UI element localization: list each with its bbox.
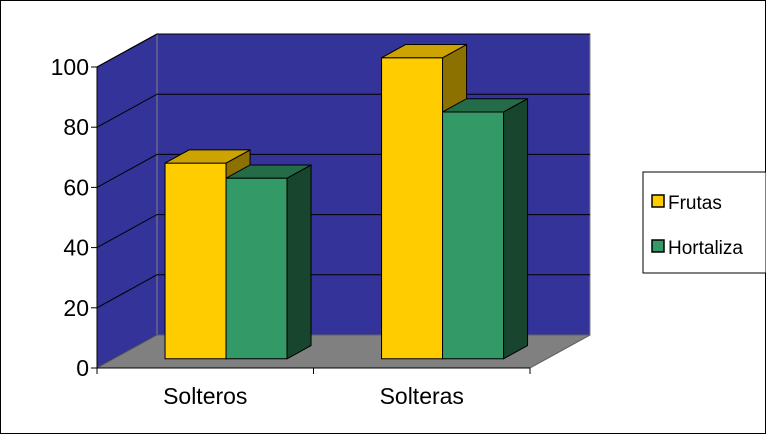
bar-hortaliza-solteras bbox=[442, 97, 529, 360]
side-wall bbox=[96, 33, 158, 369]
bar-top bbox=[442, 98, 528, 113]
legend-box bbox=[642, 171, 766, 274]
legend-swatch bbox=[651, 239, 665, 253]
y-tick-label: 40 bbox=[63, 235, 89, 261]
bar-top bbox=[381, 44, 467, 59]
legend-label: Hortaliza bbox=[668, 238, 743, 259]
bar-side bbox=[286, 164, 312, 360]
y-tick-label: 100 bbox=[51, 54, 89, 80]
y-tick-label: 20 bbox=[63, 295, 89, 321]
bar-front bbox=[164, 162, 227, 360]
bar-front bbox=[225, 177, 288, 360]
legend-label: Frutas bbox=[668, 193, 722, 214]
y-tick-label: 0 bbox=[76, 355, 89, 381]
gridline bbox=[96, 33, 590, 68]
legend-swatch bbox=[651, 194, 665, 208]
bar-side bbox=[503, 97, 529, 360]
bar-front bbox=[381, 57, 444, 360]
bar-top bbox=[164, 149, 251, 164]
x-tick-labels: Solteros Solteras bbox=[163, 383, 464, 409]
bars bbox=[164, 43, 529, 360]
bar-top bbox=[225, 164, 312, 179]
bar-hortaliza-solteros bbox=[225, 164, 312, 360]
x-tick-label: Solteras bbox=[380, 383, 464, 409]
y-tick-label: 60 bbox=[63, 174, 89, 200]
y-tick-labels: 0 20 40 60 80 100 bbox=[51, 54, 89, 381]
legend[interactable]: Frutas Hortaliza bbox=[642, 171, 766, 274]
axes bbox=[91, 66, 531, 374]
bar-front bbox=[442, 111, 505, 360]
x-tick-label: Solteros bbox=[163, 383, 247, 409]
y-tick-label: 80 bbox=[63, 114, 89, 140]
